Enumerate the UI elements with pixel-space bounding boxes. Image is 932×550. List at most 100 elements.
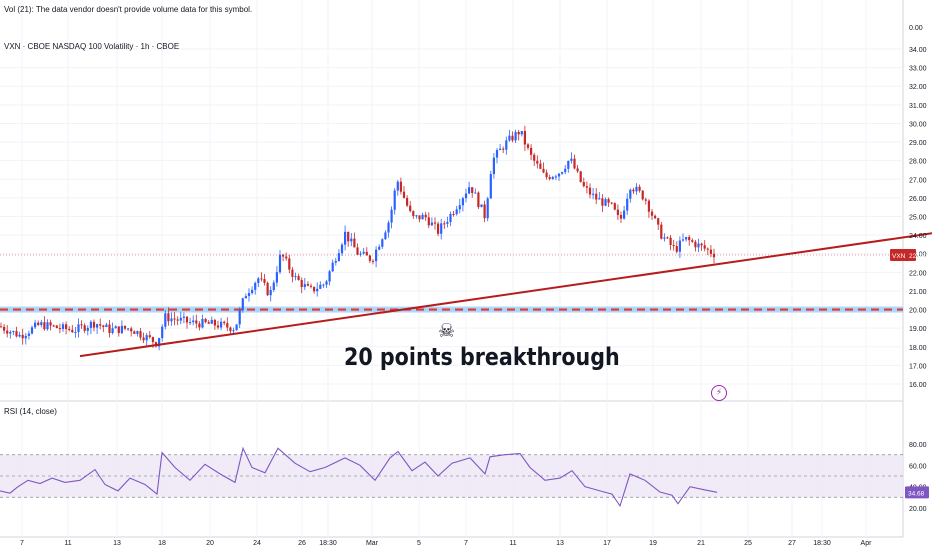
candle-body (452, 213, 455, 215)
candle-body (700, 243, 703, 246)
lightning-icon[interactable]: ⚡ (711, 385, 727, 401)
candle-body (30, 327, 34, 334)
candle-body (12, 331, 15, 333)
last-price-value: 22.93 (909, 253, 926, 260)
time-tick-label: 13 (556, 540, 564, 547)
candle-body (381, 239, 384, 247)
rsi-last-value: 34.68 (908, 490, 925, 497)
rsi-label[interactable]: RSI (14, close) (4, 407, 57, 416)
candle-body (523, 131, 526, 145)
candle-body (43, 322, 46, 330)
candle-body (458, 205, 461, 210)
trendline (79, 232, 932, 358)
candle-body (551, 176, 554, 179)
candle-body (356, 247, 359, 255)
candle-body (244, 296, 247, 299)
candle-body (139, 331, 142, 338)
candle-body (52, 325, 55, 327)
candle-body (204, 318, 207, 323)
time-tick-label: 25 (744, 540, 752, 547)
candle-body (709, 249, 712, 254)
candle-body (554, 176, 557, 178)
candle-body (402, 191, 406, 198)
candle-body (644, 199, 647, 201)
candle-body (232, 330, 235, 332)
candle-body (210, 319, 213, 324)
candle-body (111, 328, 114, 333)
candle-body (3, 326, 6, 331)
candle-body (520, 131, 523, 135)
price-tick-label: 18.00 (909, 345, 927, 352)
candle-body (629, 189, 632, 199)
price-tick-label: 33.00 (909, 66, 927, 73)
candle-body (378, 246, 381, 250)
time-tick-label: Apr (861, 540, 873, 547)
candle-body (660, 224, 663, 239)
candle-body (269, 289, 272, 296)
candle-body (526, 144, 530, 148)
candle-body (257, 278, 260, 283)
candle-body (427, 217, 430, 226)
candle-body (83, 325, 86, 331)
candle-body (282, 254, 285, 257)
candle-body (120, 325, 123, 334)
candle-body (278, 254, 282, 273)
skull-crossbones-icon: ☠ (438, 320, 456, 342)
candle-body (530, 147, 533, 155)
candle-body (142, 337, 145, 341)
candle-body (399, 181, 402, 192)
price-tick-label: 30.00 (909, 121, 927, 128)
candle-body (201, 318, 204, 328)
candle-body (561, 172, 564, 174)
candle-body (173, 318, 176, 320)
candle-body (641, 190, 644, 200)
candle-body (61, 324, 65, 329)
symbol-title[interactable]: VXN · CBOE NASDAQ 100 Volatility · 1h · … (4, 42, 180, 51)
candle-body (49, 322, 52, 326)
candle-body (251, 289, 254, 293)
candle-body (688, 237, 691, 241)
time-tick-label: 17 (603, 540, 611, 547)
candle-body (316, 288, 319, 292)
candle-body (468, 187, 471, 194)
candle-body (127, 328, 130, 330)
candle-body (666, 237, 669, 239)
candle-body (291, 269, 294, 277)
time-tick-label: 13 (113, 540, 121, 547)
candle-body (691, 240, 694, 242)
volume-notice: Vol (21): The data vendor doesn't provid… (4, 5, 253, 14)
candle-body (616, 209, 619, 215)
candle-body (548, 177, 551, 179)
candle-body (712, 253, 716, 258)
time-tick-label: 26 (298, 540, 306, 547)
candle-body (433, 222, 437, 224)
candle-body (306, 284, 309, 286)
candle-body (464, 193, 468, 199)
annotation-text[interactable]: 20 points breakthrough (344, 343, 620, 371)
price-tick-label: 26.00 (909, 196, 927, 203)
rsi-pane (0, 446, 903, 508)
candle-body (350, 238, 353, 242)
candle-body (613, 203, 616, 210)
price-tick-label: 29.00 (909, 140, 927, 147)
candle-body (294, 276, 297, 278)
candle-body (216, 325, 220, 328)
price-tick-label: 0.00 (909, 25, 923, 32)
candle-body (34, 322, 37, 328)
candle-body (415, 215, 418, 217)
candle-body (455, 209, 458, 215)
time-tick-label: 24 (253, 540, 261, 547)
candle-body (592, 193, 595, 195)
candle-body (505, 140, 508, 150)
candle-body (598, 198, 601, 200)
candle-body (650, 211, 654, 216)
candle-body (151, 337, 154, 343)
candle-body (27, 333, 30, 336)
candle-body (663, 237, 666, 239)
candle-body (92, 321, 96, 328)
candle-body (300, 280, 303, 288)
candle-body (495, 150, 499, 158)
candle-body (626, 198, 629, 211)
key-level-band (0, 306, 903, 313)
